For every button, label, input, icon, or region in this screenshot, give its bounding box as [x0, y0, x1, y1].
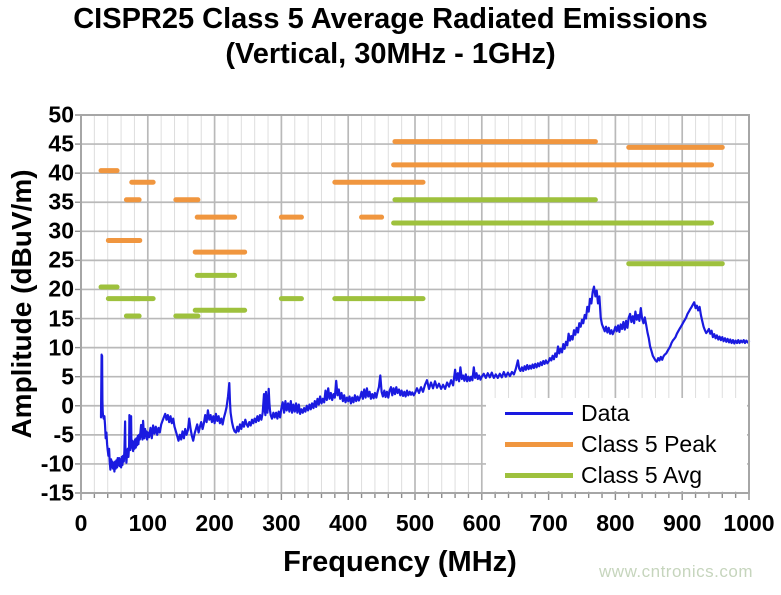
class5-peak-line-sample — [505, 442, 573, 447]
y-tick-label: 25 — [48, 246, 74, 273]
class-5-avg-segments — [98, 197, 725, 319]
y-tick-label: -5 — [53, 421, 74, 448]
plot-border — [80, 114, 750, 494]
legend-label-data: Data — [581, 400, 630, 426]
x-tick-label: 600 — [462, 510, 501, 536]
x-axis-title: Frequency (MHz) — [283, 546, 517, 578]
y-tick-label: -10 — [40, 450, 74, 477]
x-tick-label: 200 — [195, 510, 234, 536]
legend-label-class5-avg: Class 5 Avg — [581, 462, 703, 488]
y-tick-label: -15 — [40, 479, 74, 506]
x-tick-label: 800 — [596, 510, 635, 536]
y-tick-label: 5 — [61, 363, 74, 390]
watermark: www.cntronics.com — [599, 562, 753, 581]
y-axis-title: Amplitude (dBuV/m) — [6, 169, 37, 439]
x-tick-label: 300 — [262, 510, 301, 536]
y-tick-label: 35 — [48, 188, 74, 215]
x-tick-label: 500 — [395, 510, 435, 536]
x-tick-label: 900 — [663, 510, 702, 536]
y-tick-label: 40 — [48, 159, 74, 186]
class5-avg-line-sample — [505, 473, 573, 478]
x-tick-label: 1000 — [723, 510, 775, 536]
x-tick-label: 400 — [329, 510, 368, 536]
chart-title: CISPR25 Class 5 Average Radiated Emissio… — [0, 2, 781, 72]
x-tick-label: 700 — [529, 510, 568, 536]
chart-title-line2: (Vertical, 30MHz - 1GHz) — [225, 37, 556, 70]
y-tick-label: 15 — [48, 305, 74, 332]
x-tick-label: 100 — [128, 510, 167, 536]
x-tick-label: 0 — [74, 510, 88, 536]
class-5-peak-segments — [98, 139, 725, 255]
data-line-sample — [505, 412, 573, 415]
y-tick-label: 50 — [48, 101, 74, 128]
data-series-line — [99, 285, 751, 473]
y-tick-label: 45 — [48, 130, 74, 157]
legend-label-class5-peak: Class 5 Peak — [581, 431, 717, 457]
y-tick-label: 0 — [61, 392, 74, 419]
chart-title-line1: CISPR25 Class 5 Average Radiated Emissio… — [73, 3, 708, 35]
y-tick-label: 20 — [48, 275, 74, 302]
y-tick-label: 30 — [48, 217, 74, 244]
legend-item-class5-avg: Class 5 Avg — [486, 461, 747, 490]
y-tick-label: 10 — [48, 334, 74, 361]
legend-item-class5-peak: Class 5 Peak — [486, 430, 747, 459]
legend: Data Class 5 Peak Class 5 Avg — [486, 398, 747, 491]
legend-item-data: Data — [486, 399, 747, 428]
